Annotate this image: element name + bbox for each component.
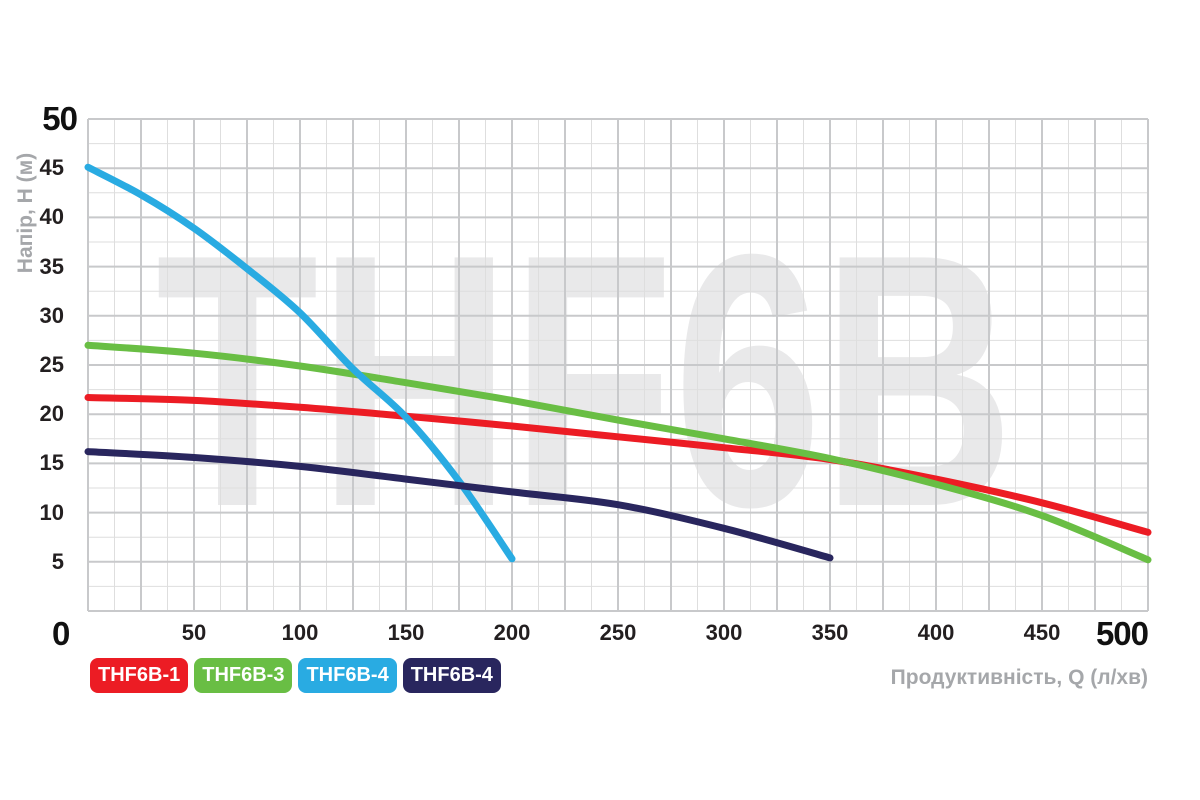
pump-curves [84, 163, 1152, 564]
grid-major-lines [87, 118, 1149, 612]
y-tick-label-20: 20 [39, 401, 64, 427]
curve-thf6b-1-0 [84, 394, 1152, 536]
y-tick-label-40: 40 [39, 204, 64, 230]
legend-badge-thf6b-4-dark: THF6B-4 [402, 658, 501, 693]
y-tick-label-10: 10 [39, 499, 64, 525]
y-tick-label-15: 15 [39, 450, 64, 476]
x-axis-max-label: 500 [1095, 615, 1149, 652]
y-axis-max-label: 50 [42, 100, 78, 137]
x-tick-label-200: 200 [493, 620, 531, 645]
y-tick-label-25: 25 [39, 352, 64, 377]
curve-thf6b-3-1 [84, 341, 1152, 564]
x-tick-label-350: 350 [811, 620, 849, 645]
origin-label: 0 [52, 615, 70, 652]
y-tick-label-45: 45 [39, 155, 64, 181]
x-tick-label-400: 400 [917, 620, 955, 645]
x-tick-label-150: 150 [387, 620, 425, 645]
y-tick-label-5: 5 [51, 548, 64, 574]
x-tick-label-250: 250 [599, 620, 637, 645]
legend-badge-thf6b-4-light: THF6B-4 [298, 658, 397, 693]
curve-thf6b-4-2 [84, 163, 516, 563]
x-tick-label-300: 300 [705, 620, 743, 645]
legend: THF6B-1 THF6B-3 THF6B-4 THF6B-4 [90, 658, 501, 693]
watermark-text: THF6B [156, 180, 1014, 582]
y-axis-title: Напір, H (м) [14, 152, 37, 274]
legend-badge-thf6b-1: THF6B-1 [90, 658, 189, 693]
x-tick-label-50: 50 [181, 620, 207, 645]
x-tick-label-450: 450 [1023, 620, 1061, 645]
y-tick-label-35: 35 [39, 253, 64, 279]
y-tick-label-30: 30 [39, 302, 64, 328]
x-axis-title: Продуктивність, Q (л/хв) [890, 666, 1148, 689]
x-tick-label-100: 100 [281, 620, 319, 645]
curve-thf6b-4-3 [84, 448, 834, 562]
legend-badge-thf6b-3: THF6B-3 [194, 658, 293, 693]
